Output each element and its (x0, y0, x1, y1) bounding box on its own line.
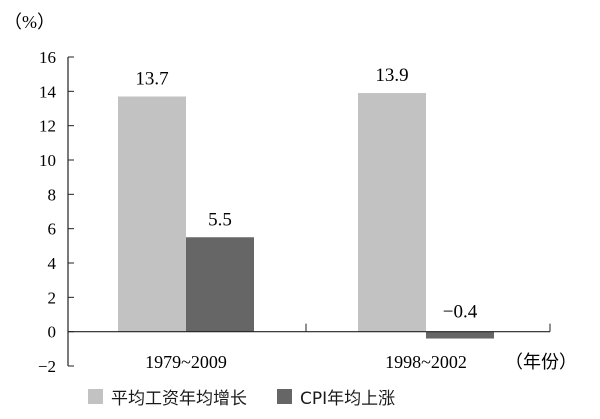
legend-item-cpi: CPI年均上涨 (277, 384, 395, 409)
x-axis-unit-label: （年份） (505, 352, 577, 372)
y-tick-label: −2 (38, 357, 56, 376)
y-tick-label: 12 (39, 117, 56, 136)
legend-swatch-wage (88, 389, 103, 404)
x-category-label: 1979~2009 (145, 352, 227, 372)
data-label: 5.5 (208, 209, 232, 230)
legend-swatch-cpi (277, 389, 292, 404)
data-label: −0.4 (443, 302, 478, 323)
y-tick-label: 6 (48, 220, 57, 239)
y-tick-label: 8 (48, 185, 57, 204)
data-label: 13.7 (135, 68, 168, 89)
y-tick-label: 4 (48, 254, 57, 273)
bar (358, 93, 426, 332)
y-tick-label: 14 (39, 82, 57, 101)
data-label: 13.9 (375, 65, 408, 86)
legend-label-wage: 平均工资年均增长 (111, 389, 247, 409)
chart-legend: 平均工资年均增长 CPI年均上涨 (88, 384, 425, 409)
y-tick-label: 2 (48, 288, 57, 307)
legend-item-wage: 平均工资年均增长 (88, 384, 247, 409)
bar-chart: （%） （年份） −2 0 2 4 6 8 10 12 14 16 13.7 5.5 1979~200… (4, 12, 577, 376)
bar (118, 96, 186, 332)
y-tick-label: 16 (39, 48, 56, 67)
y-tick-label: 0 (48, 323, 57, 342)
legend-label-cpi: CPI年均上涨 (300, 389, 396, 409)
y-axis-unit-label: （%） (4, 12, 55, 32)
y-tick-label: 10 (39, 151, 56, 170)
bar (426, 331, 494, 339)
x-category-label: 1998~2002 (385, 352, 467, 372)
bar (186, 237, 254, 332)
